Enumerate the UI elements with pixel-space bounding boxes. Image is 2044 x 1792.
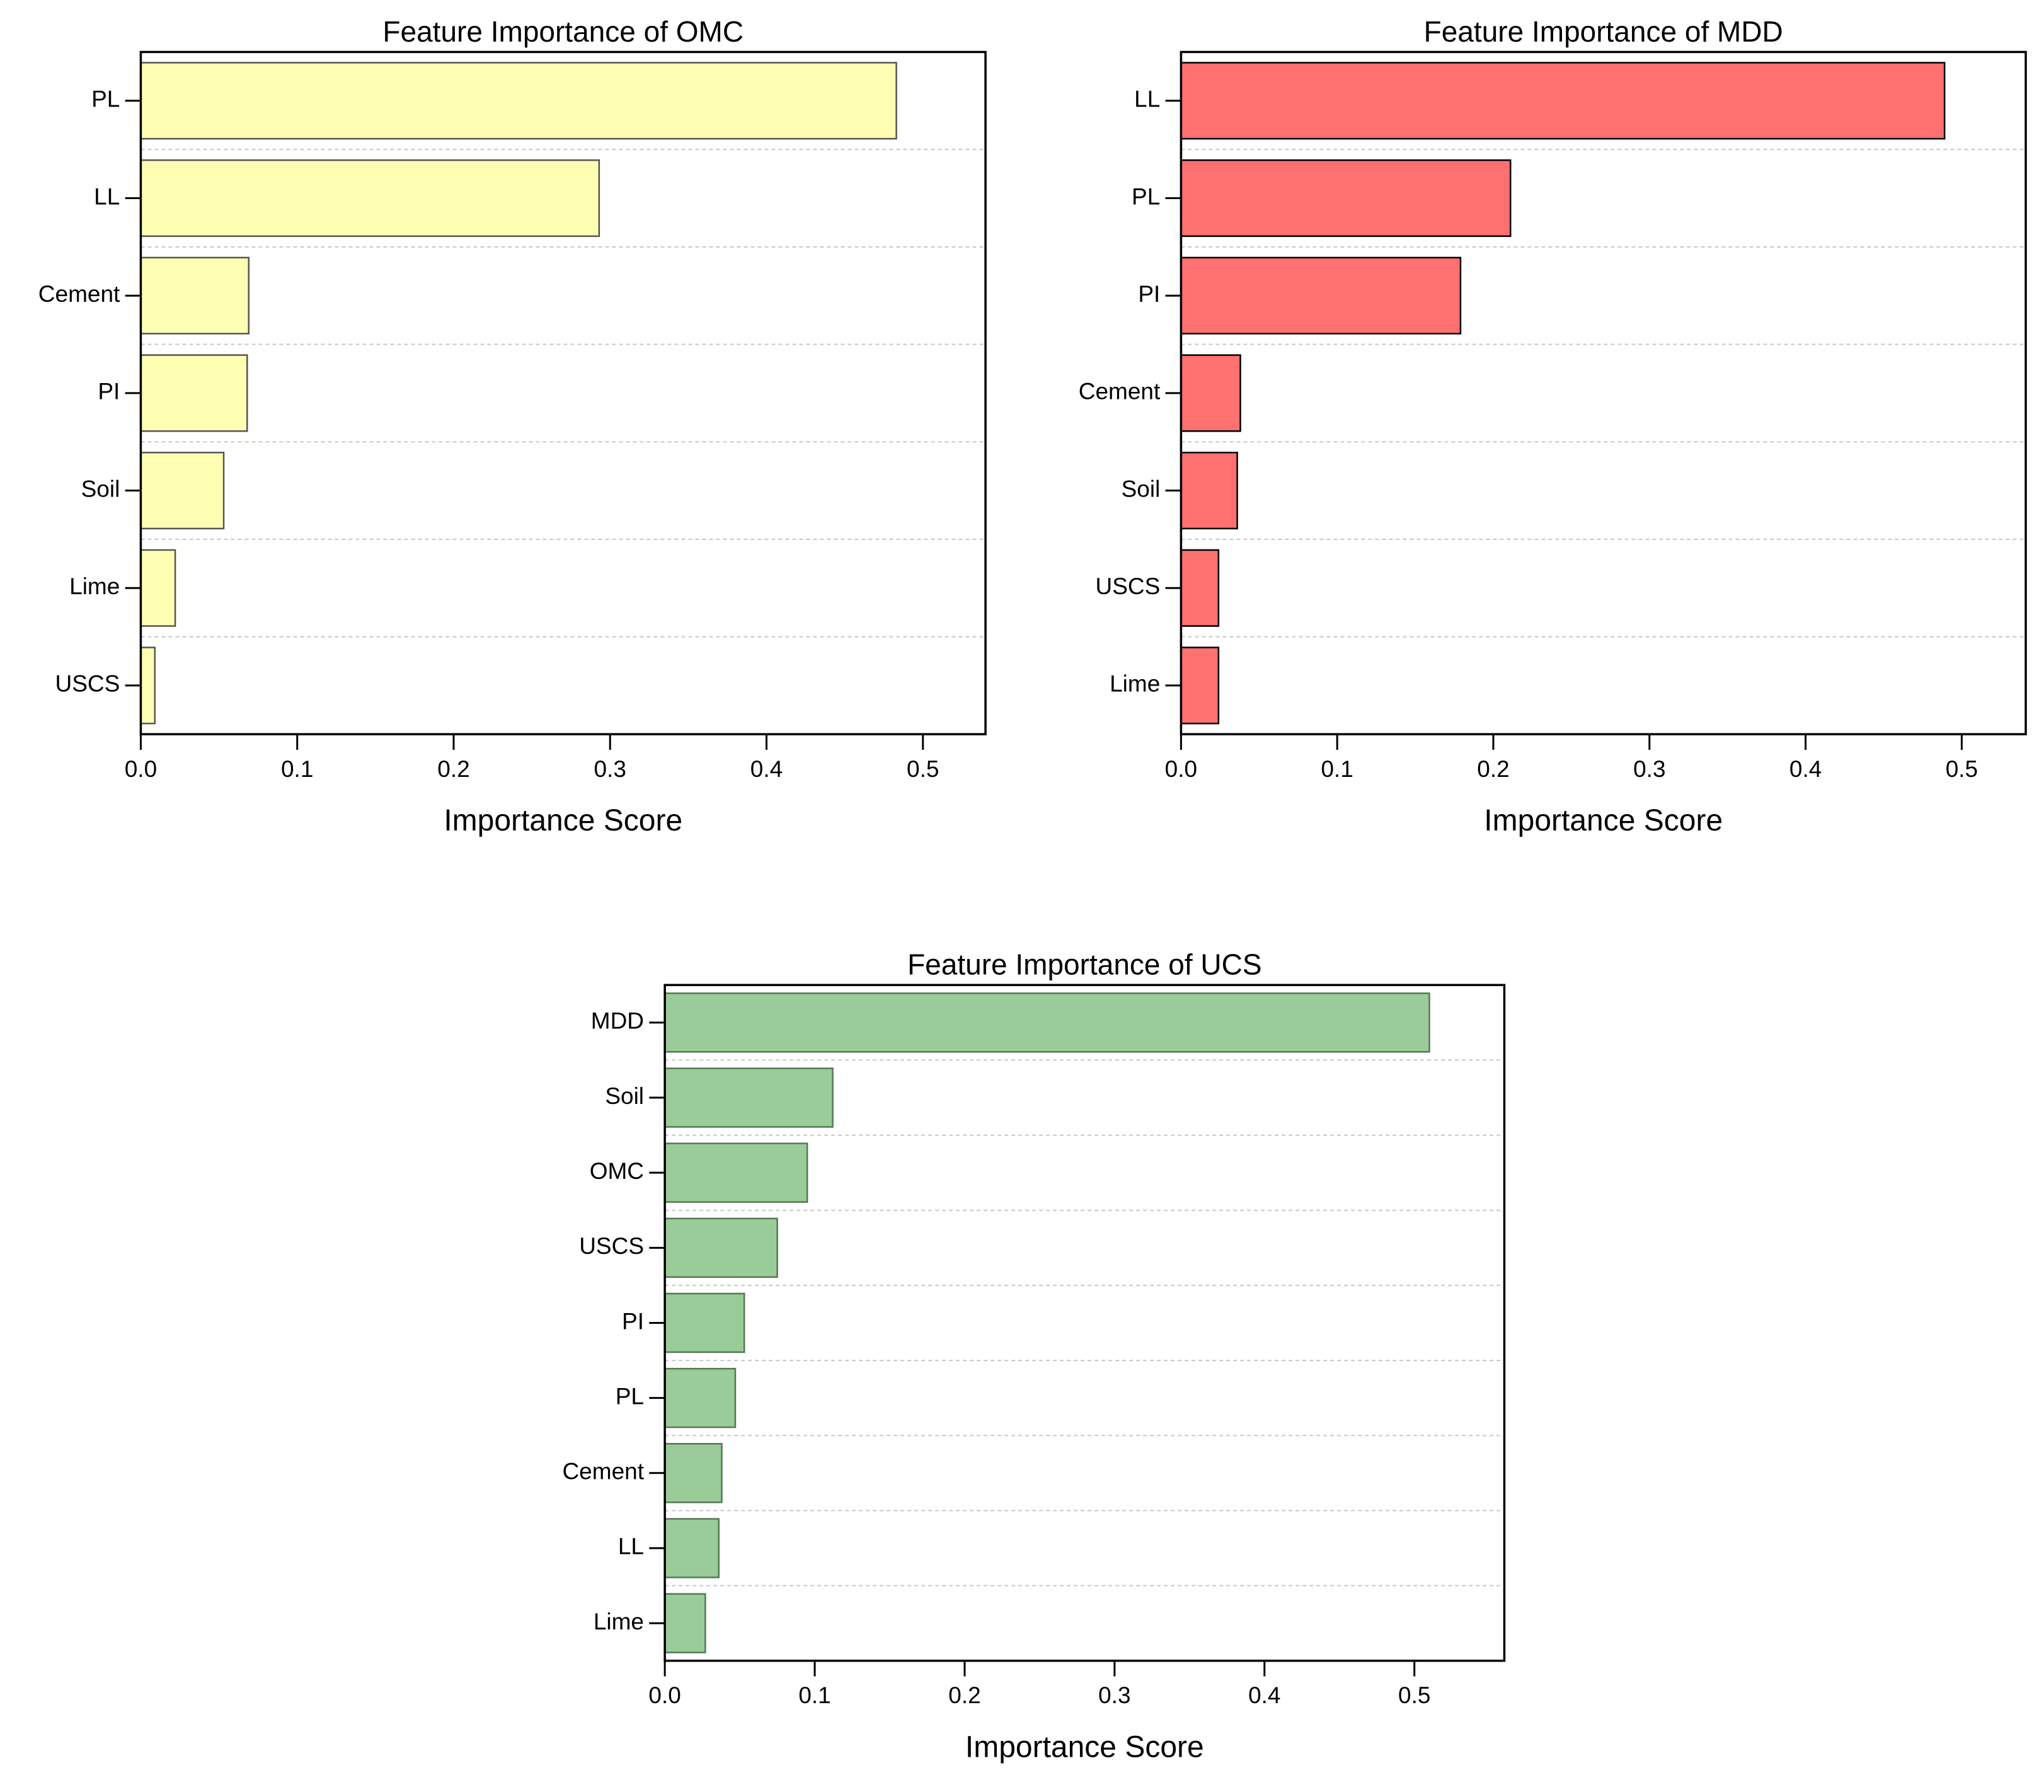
y-tick-label: Lime	[594, 1609, 644, 1634]
chart-title: Feature Importance of MDD	[1424, 15, 1783, 48]
x-axis-label: Importance Score	[1484, 804, 1723, 837]
y-tick-label: PI	[622, 1308, 644, 1334]
x-tick-label: 0.1	[281, 756, 313, 782]
bar	[663, 1367, 737, 1428]
y-tick-label: LL	[1134, 86, 1160, 112]
bar	[1180, 159, 1512, 238]
bar	[663, 992, 1430, 1053]
y-tick-label: OMC	[590, 1158, 644, 1184]
bar	[663, 1067, 834, 1128]
x-tick-label: 0.4	[1789, 756, 1822, 782]
y-tick-label: MDD	[591, 1008, 644, 1034]
y-tick-label: Soil	[605, 1083, 644, 1109]
plot-frame	[1180, 50, 2027, 735]
x-axis-label: Importance Score	[444, 804, 682, 837]
y-tick-label: Cement	[38, 281, 120, 307]
x-tick-label: 0.1	[1321, 756, 1353, 782]
x-tick-label: 0.0	[125, 756, 157, 782]
bar	[140, 159, 600, 238]
bar	[663, 1217, 778, 1278]
y-tick-label: LL	[618, 1534, 644, 1559]
chart-title: Feature Importance of OMC	[382, 15, 744, 48]
bar	[140, 62, 897, 140]
bar	[663, 1593, 706, 1653]
bar	[140, 354, 248, 432]
y-tick-label: Cement	[1079, 379, 1161, 405]
y-tick-label: PI	[98, 379, 120, 405]
y-tick-label: Lime	[69, 573, 120, 599]
bar	[140, 256, 250, 335]
x-tick-label: 0.2	[437, 756, 469, 782]
y-tick-label: PL	[616, 1383, 644, 1409]
x-tick-label: 0.0	[1165, 756, 1197, 782]
plot-frame	[663, 984, 1506, 1662]
y-tick-label: USCS	[55, 671, 120, 697]
x-tick-label: 0.4	[1248, 1682, 1280, 1708]
x-tick-label: 0.4	[750, 756, 783, 782]
x-tick-label: 0.2	[1477, 756, 1509, 782]
bar	[140, 646, 156, 725]
bar	[1180, 646, 1220, 725]
x-tick-label: 0.5	[907, 756, 939, 782]
x-axis-label: Importance Score	[965, 1731, 1204, 1764]
bar	[663, 1292, 745, 1353]
bar	[140, 549, 176, 627]
x-tick-label: 0.5	[1398, 1682, 1430, 1708]
plot-frame	[139, 50, 987, 735]
x-tick-label: 0.3	[1098, 1682, 1130, 1708]
bar	[140, 451, 225, 530]
y-tick-label: LL	[94, 183, 120, 209]
bar	[1180, 62, 1946, 140]
y-tick-label: Cement	[562, 1459, 644, 1485]
y-tick-label: PL	[1132, 183, 1160, 209]
y-tick-label: Soil	[81, 476, 120, 502]
x-tick-label: 0.2	[948, 1682, 980, 1708]
y-tick-label: PI	[1138, 281, 1160, 307]
y-tick-label: USCS	[579, 1233, 644, 1259]
y-tick-label: Soil	[1122, 476, 1161, 502]
x-tick-label: 0.3	[594, 756, 626, 782]
bar	[1180, 451, 1238, 530]
bar	[1180, 354, 1241, 432]
x-tick-label: 0.1	[798, 1682, 830, 1708]
bar	[663, 1518, 720, 1578]
x-tick-label: 0.0	[648, 1682, 680, 1708]
y-tick-label: USCS	[1095, 573, 1160, 599]
x-tick-label: 0.3	[1633, 756, 1665, 782]
y-tick-label: Lime	[1110, 671, 1160, 697]
chart-title: Feature Importance of UCS	[907, 948, 1261, 981]
bar	[663, 1142, 808, 1203]
y-tick-label: PL	[91, 86, 120, 112]
bar	[1180, 549, 1220, 627]
x-tick-label: 0.5	[1946, 756, 1978, 782]
bar	[1180, 256, 1462, 335]
bar	[663, 1443, 723, 1503]
